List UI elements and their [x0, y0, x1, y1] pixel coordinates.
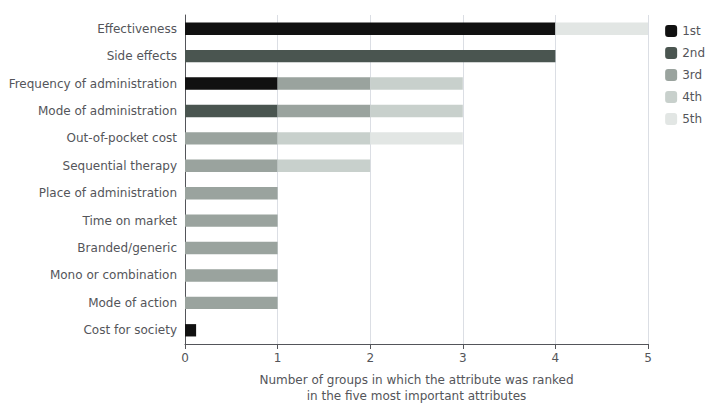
svg-text:3: 3 — [459, 351, 467, 365]
svg-text:4th: 4th — [682, 90, 702, 104]
svg-text:2: 2 — [366, 351, 374, 365]
svg-text:0: 0 — [181, 351, 189, 365]
svg-text:in the five most important att: in the five most important attributes — [307, 389, 527, 403]
svg-text:Place of administration: Place of administration — [39, 186, 177, 200]
svg-text:Mode of administration: Mode of administration — [38, 104, 177, 118]
svg-text:1: 1 — [274, 351, 282, 365]
svg-text:5: 5 — [644, 351, 652, 365]
svg-text:Time on market: Time on market — [81, 214, 177, 228]
svg-text:Mode of action: Mode of action — [88, 296, 177, 310]
svg-text:Frequency of administration: Frequency of administration — [9, 77, 177, 91]
svg-text:Branded/generic: Branded/generic — [77, 241, 177, 255]
svg-text:Mono or combination: Mono or combination — [50, 268, 177, 282]
svg-text:Effectiveness: Effectiveness — [97, 22, 177, 36]
svg-text:Cost for society: Cost for society — [83, 323, 177, 337]
svg-text:3rd: 3rd — [682, 68, 702, 82]
svg-text:Sequential therapy: Sequential therapy — [63, 159, 177, 173]
svg-text:Side effects: Side effects — [107, 49, 177, 63]
svg-text:4: 4 — [552, 351, 560, 365]
svg-text:1st: 1st — [682, 24, 701, 38]
svg-text:Out-of-pocket cost: Out-of-pocket cost — [67, 131, 178, 145]
svg-text:2nd: 2nd — [682, 46, 705, 60]
svg-text:Number of groups in which the: Number of groups in which the attribute … — [259, 373, 573, 387]
svg-text:5th: 5th — [682, 112, 702, 126]
